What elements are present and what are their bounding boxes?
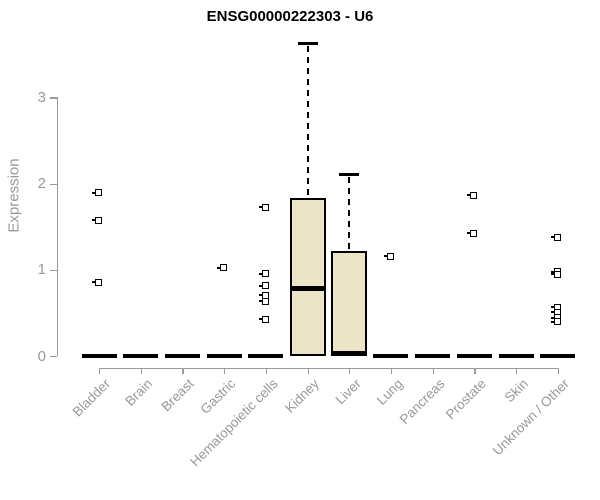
x-tick-label: Breast bbox=[158, 376, 198, 415]
x-tick-label: Gastric bbox=[197, 376, 239, 417]
x-tick-label: Prostate bbox=[442, 376, 489, 423]
x-tick-label: Bladder bbox=[70, 376, 114, 420]
y-tick-label: 0 bbox=[37, 347, 46, 365]
whisker-cap bbox=[339, 173, 360, 177]
outlier-marker bbox=[258, 282, 269, 290]
boxplot-box bbox=[331, 250, 368, 356]
zero-value-bar bbox=[498, 353, 534, 358]
zero-value-bar bbox=[206, 353, 242, 358]
box-median-line bbox=[331, 351, 368, 356]
outlier-marker bbox=[550, 233, 561, 241]
y-tick-label: 1 bbox=[37, 261, 46, 279]
x-tick-label: Lung bbox=[373, 376, 406, 408]
x-tick bbox=[474, 368, 476, 374]
whisker-cap bbox=[297, 42, 318, 46]
y-tick-label: 2 bbox=[37, 175, 46, 193]
zero-value-bar bbox=[373, 353, 409, 358]
x-tick-label: Kidney bbox=[282, 376, 323, 416]
x-tick-label: Skin bbox=[501, 376, 531, 406]
x-axis-line bbox=[99, 368, 559, 370]
y-tick-label: 3 bbox=[37, 88, 46, 106]
x-tick bbox=[265, 368, 268, 374]
outlier-marker bbox=[92, 189, 102, 197]
x-tick bbox=[99, 368, 101, 374]
whisker-line bbox=[306, 46, 309, 199]
x-tick-label: Liver bbox=[332, 376, 364, 408]
x-tick bbox=[224, 368, 226, 374]
outlier-marker bbox=[258, 315, 269, 323]
zero-value-bar bbox=[81, 353, 117, 358]
x-tick bbox=[349, 368, 351, 374]
x-tick-label: Pancreas bbox=[396, 376, 448, 427]
outlier-marker bbox=[467, 229, 478, 237]
x-tick bbox=[182, 368, 184, 374]
zero-value-bar bbox=[456, 353, 492, 358]
x-tick bbox=[307, 368, 309, 374]
x-tick bbox=[557, 368, 559, 374]
zero-value-bar bbox=[415, 353, 451, 358]
x-tick bbox=[432, 368, 434, 374]
x-tick bbox=[516, 368, 518, 374]
y-tick bbox=[50, 269, 57, 272]
y-axis-line bbox=[57, 97, 59, 356]
boxplot-box bbox=[289, 198, 326, 356]
y-tick bbox=[50, 356, 57, 358]
x-tick-label: Unknown / Other bbox=[490, 376, 573, 459]
outlier-marker bbox=[467, 191, 478, 199]
zero-value-bar bbox=[123, 353, 159, 358]
outlier-marker bbox=[92, 216, 102, 224]
x-tick-label: Brain bbox=[122, 376, 156, 409]
outlier-marker bbox=[258, 297, 269, 305]
zero-value-bar bbox=[164, 353, 200, 358]
outlier-marker bbox=[550, 270, 561, 278]
outlier-marker bbox=[258, 203, 269, 211]
x-tick bbox=[390, 368, 393, 374]
whisker-line bbox=[348, 177, 351, 251]
outlier-marker bbox=[550, 318, 561, 326]
y-tick bbox=[50, 183, 57, 185]
outlier-marker bbox=[92, 278, 102, 286]
box-median-line bbox=[289, 286, 326, 292]
y-axis-label: Expression bbox=[5, 158, 23, 233]
zero-value-bar bbox=[248, 353, 284, 358]
outlier-marker bbox=[217, 264, 228, 272]
chart-title: ENSG00000222303 - U6 bbox=[206, 8, 374, 25]
x-tick bbox=[140, 368, 142, 374]
y-tick bbox=[50, 97, 57, 99]
zero-value-bar bbox=[540, 353, 576, 358]
outlier-marker bbox=[383, 252, 394, 260]
outlier-marker bbox=[258, 270, 269, 278]
